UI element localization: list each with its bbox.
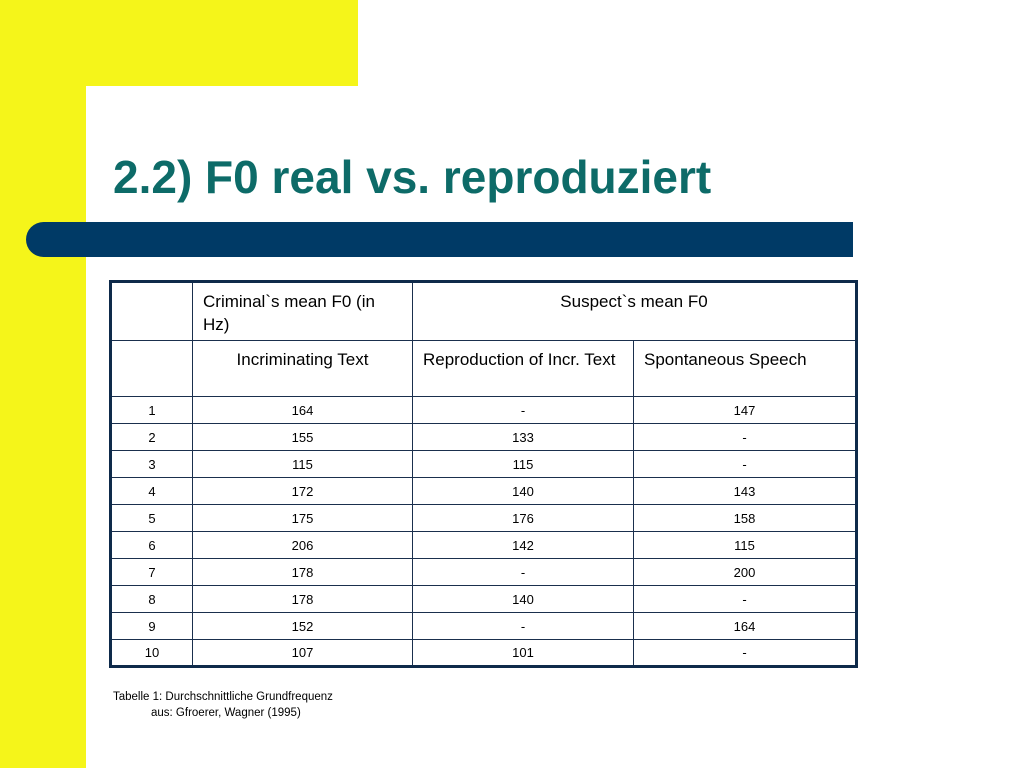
caption-line-2: aus: Gfroerer, Wagner (1995) (151, 707, 301, 719)
table-cell: 172 (192, 477, 413, 505)
table-cell: 206 (192, 531, 413, 559)
table-cell: 2 (110, 423, 193, 451)
table-caption: Tabelle 1: Durchschnittliche Grundfreque… (113, 689, 333, 721)
table-header-row-1: Criminal`s mean F0 (in Hz) Suspect`s mea… (110, 281, 857, 341)
table-row: 5 175 176 158 (110, 504, 857, 532)
header-suspect-mean-f0: Suspect`s mean F0 (412, 281, 857, 341)
table-row: 2 155 133- (110, 423, 857, 451)
f0-table: Criminal`s mean F0 (in Hz) Suspect`s mea… (109, 280, 858, 668)
table-cell: 140 (412, 477, 634, 505)
table-cell: 164 (192, 396, 413, 424)
table-row: 1 164-147 (110, 396, 857, 424)
table-cell: 5 (110, 504, 193, 532)
table-cell: 140 (412, 585, 634, 613)
table-cell: 10 (110, 639, 193, 667)
table-cell: 155 (192, 423, 413, 451)
yellow-top-block (0, 0, 358, 86)
header-reproduction: Reproduction of Incr. Text (412, 340, 634, 397)
table-cell: - (412, 396, 634, 424)
table-cell: - (412, 558, 634, 586)
table-row: 6 206 142 115 (110, 531, 857, 559)
slide-title: 2.2) F0 real vs. reproduziert (113, 151, 712, 203)
table-cell: - (633, 450, 857, 478)
table-row: 4 172 140 143 (110, 477, 857, 505)
yellow-side-bar (0, 0, 86, 768)
table-cell: - (412, 612, 634, 640)
table-cell: 3 (110, 450, 193, 478)
title-divider-bar (26, 222, 853, 257)
table-cell: 158 (633, 504, 857, 532)
table-cell: 4 (110, 477, 193, 505)
table-cell: 175 (192, 504, 413, 532)
table-cell: 6 (110, 531, 193, 559)
table-cell: 107 (192, 639, 413, 667)
table-cell: 176 (412, 504, 634, 532)
table-cell: - (633, 423, 857, 451)
table-cell: 115 (633, 531, 857, 559)
table-cell: 133 (412, 423, 634, 451)
table-cell: 152 (192, 612, 413, 640)
table-header-row-2: Incriminating Text Reproduction of Incr.… (110, 340, 857, 397)
table-cell: - (633, 585, 857, 613)
table-row: 3 115 115- (110, 450, 857, 478)
table-cell: 164 (633, 612, 857, 640)
table-row: 10 107 101- (110, 639, 857, 667)
table-cell: 1 (110, 396, 193, 424)
header-criminal-mean-f0: Criminal`s mean F0 (in Hz) (192, 281, 413, 341)
table-cell: 115 (412, 450, 634, 478)
header-empty-cell (110, 281, 193, 341)
table-cell: 200 (633, 558, 857, 586)
table-row: 9 152-164 (110, 612, 857, 640)
table-cell: 7 (110, 558, 193, 586)
table-cell: 142 (412, 531, 634, 559)
header-spontaneous-speech: Spontaneous Speech (633, 340, 857, 397)
table-cell: 8 (110, 585, 193, 613)
table-cell: 147 (633, 396, 857, 424)
table-cell: 178 (192, 585, 413, 613)
table-cell: 143 (633, 477, 857, 505)
table-cell: 178 (192, 558, 413, 586)
table-cell: 115 (192, 450, 413, 478)
table-row: 7 178-200 (110, 558, 857, 586)
caption-line-1: Tabelle 1: Durchschnittliche Grundfreque… (113, 691, 333, 703)
header-incriminating-text: Incriminating Text (192, 340, 413, 397)
table-body: 1 164-147 2 155 133-3 115 115-4 172 140 143 5 175 17… (110, 396, 857, 667)
header-empty-cell (110, 340, 193, 397)
table-cell: - (633, 639, 857, 667)
table-cell: 9 (110, 612, 193, 640)
table-cell: 101 (412, 639, 634, 667)
table-row: 8 178 140- (110, 585, 857, 613)
